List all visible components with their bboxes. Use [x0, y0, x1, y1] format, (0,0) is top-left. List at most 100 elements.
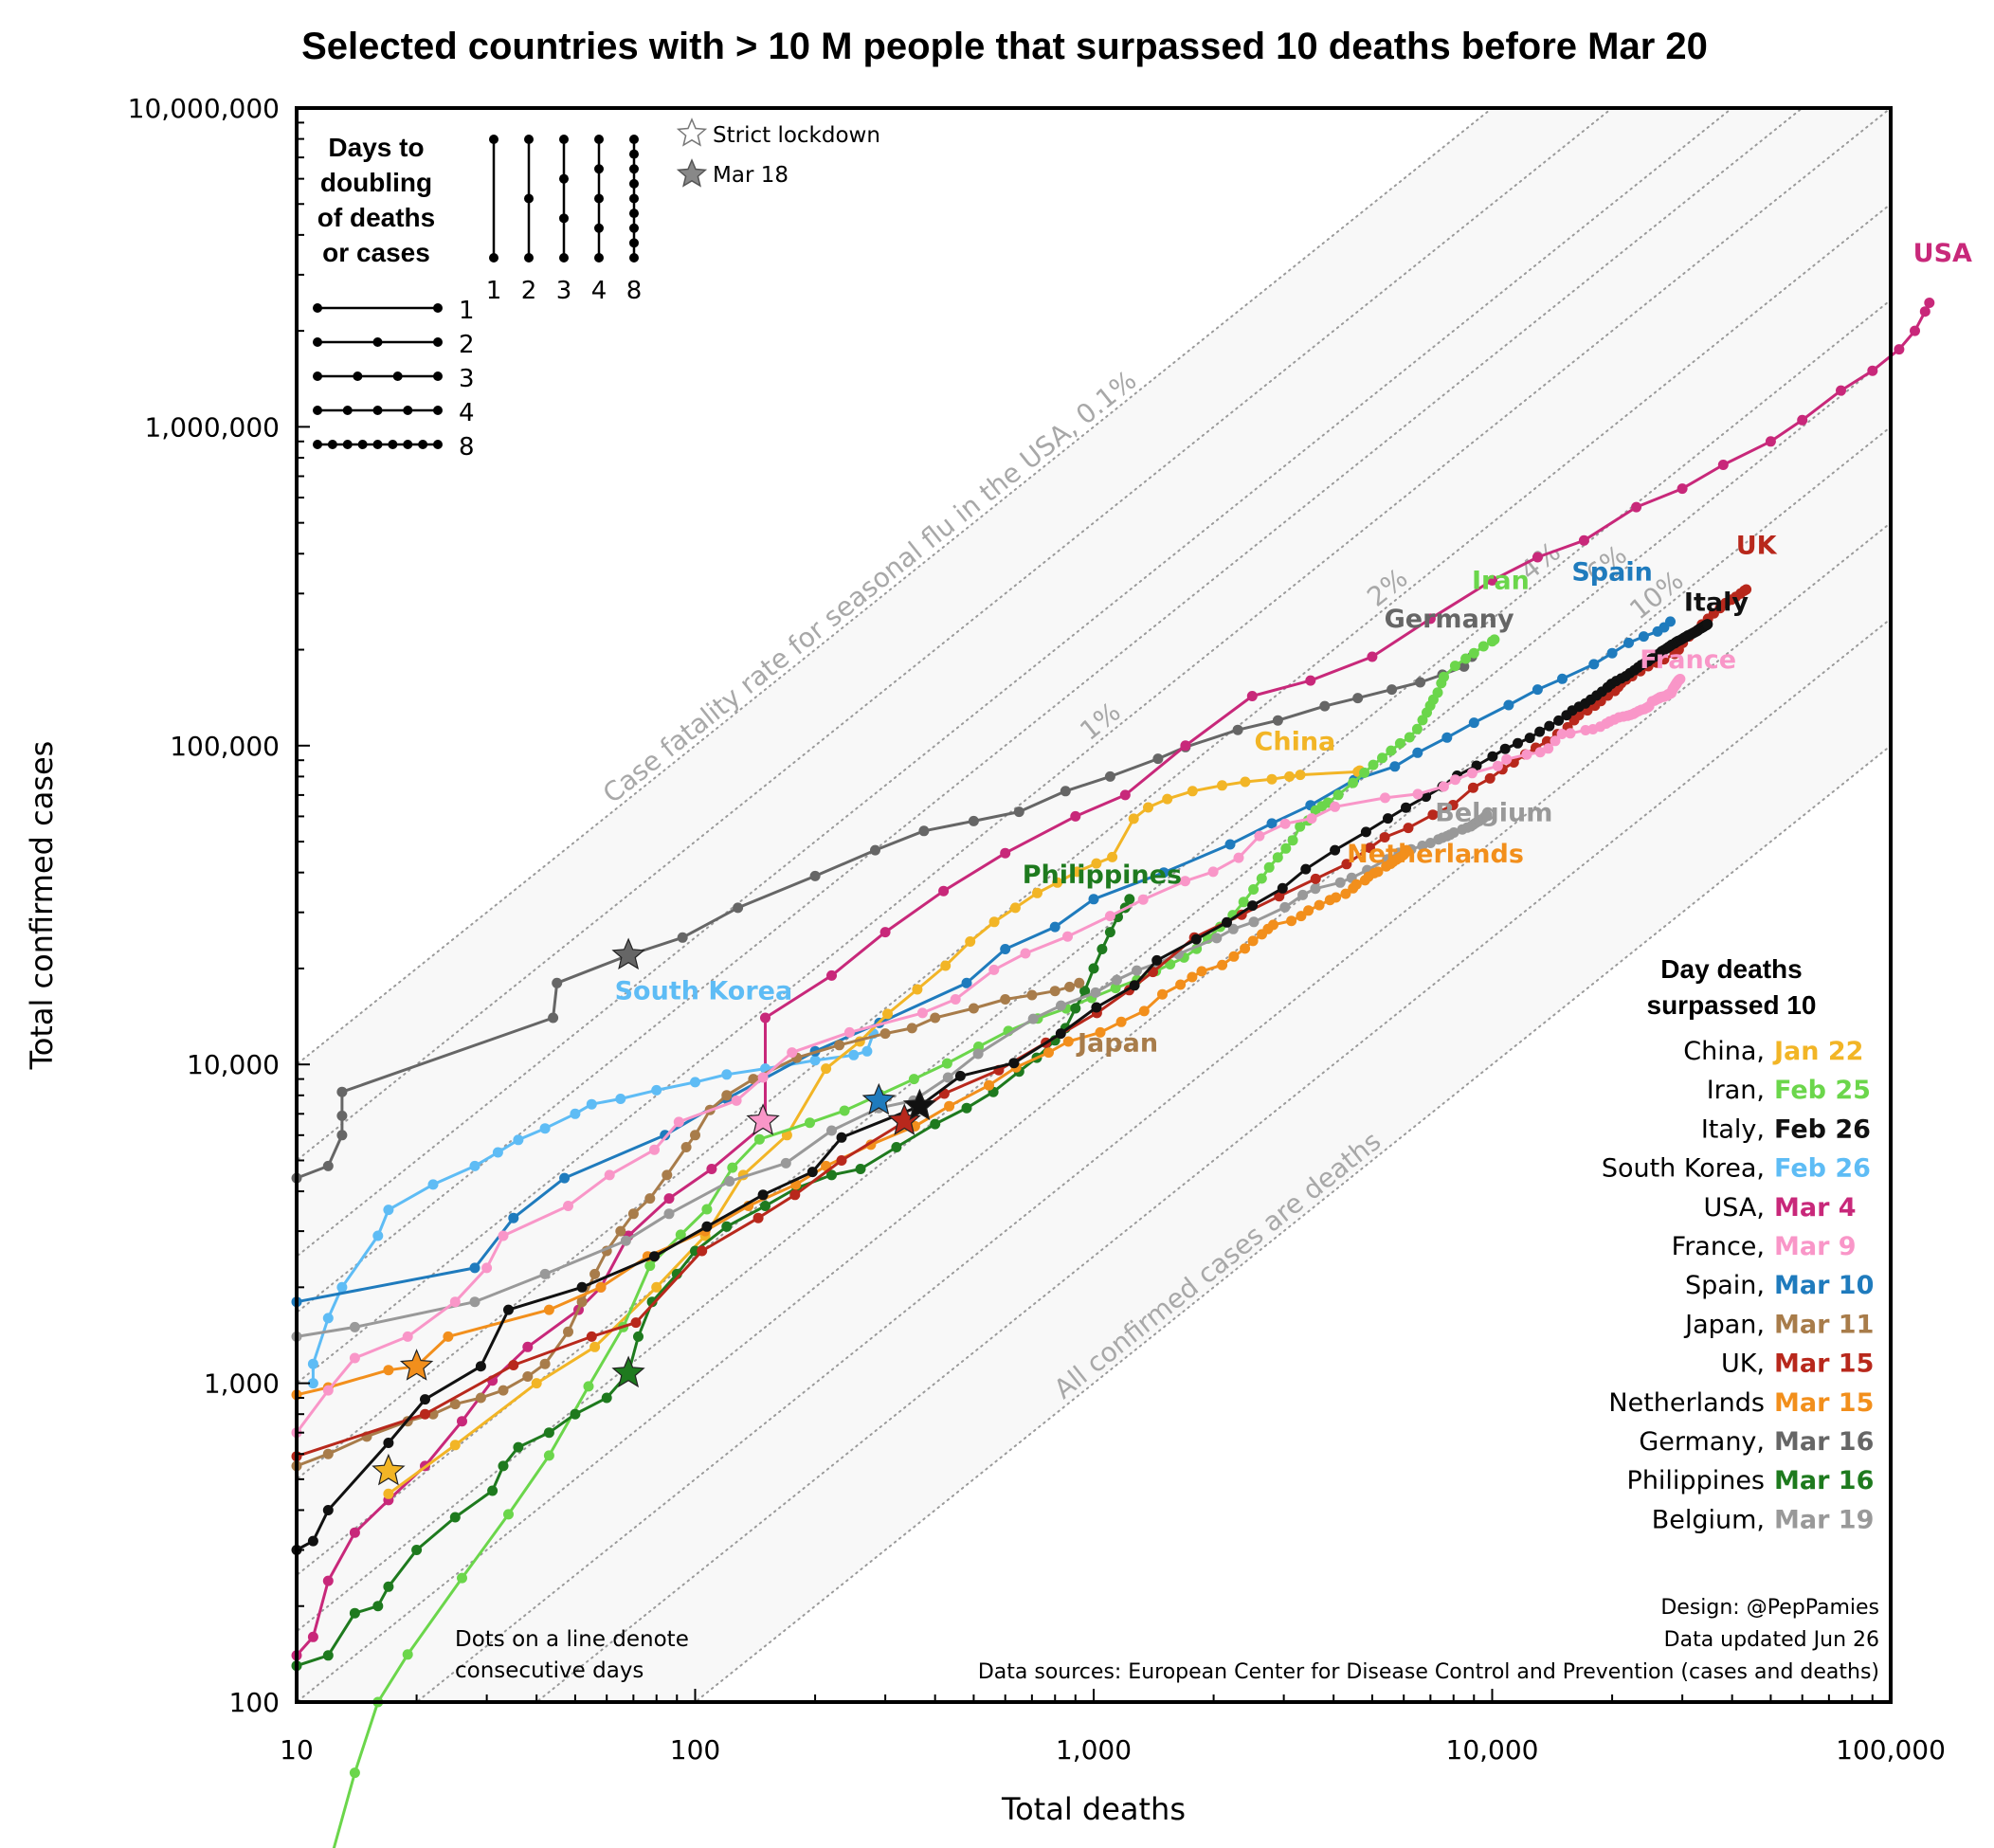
data-point	[1367, 651, 1378, 662]
day-deaths-date: Mar 11	[1774, 1310, 1874, 1339]
data-point	[498, 1460, 509, 1472]
data-point	[1175, 979, 1187, 990]
data-point	[1000, 944, 1011, 954]
data-point	[1867, 365, 1878, 376]
data-point	[1090, 987, 1101, 998]
data-point	[760, 1012, 770, 1024]
data-point	[848, 1049, 860, 1060]
data-point	[988, 964, 1000, 975]
data-point	[1550, 735, 1561, 747]
data-point	[1091, 1002, 1102, 1013]
data-point	[1013, 806, 1024, 818]
series-group	[291, 298, 1935, 1848]
data-point	[1383, 813, 1393, 824]
data-point	[601, 1392, 612, 1404]
data-point	[487, 1485, 498, 1496]
data-point	[1049, 986, 1060, 997]
data-point	[443, 1331, 454, 1342]
data-point	[1049, 921, 1060, 933]
data-point	[1256, 873, 1267, 884]
x-tick-label: 1,000	[1056, 1734, 1132, 1766]
data-point	[1401, 802, 1411, 813]
data-point	[1187, 971, 1198, 983]
data-point	[1227, 923, 1239, 934]
data-point	[1055, 1028, 1066, 1040]
mar18-label: Mar 18	[713, 163, 789, 188]
data-point	[1352, 693, 1364, 704]
credits: Design: @PepPamies Data updated Jun 26 D…	[978, 1596, 1879, 1684]
doubling-sample-label: 2	[521, 277, 537, 305]
data-point	[1631, 501, 1642, 513]
data-point	[1052, 877, 1063, 888]
doubling-title-4: or cases	[322, 238, 430, 267]
data-point	[651, 1084, 662, 1096]
data-point	[1638, 631, 1649, 643]
doubling-sample-dot	[594, 193, 604, 204]
day-deaths-country: Philippines	[1627, 1466, 1765, 1495]
data-point	[508, 1212, 519, 1223]
data-point	[1411, 723, 1423, 734]
data-point	[1578, 534, 1589, 546]
day-deaths-row: Italy,	[1701, 1114, 1765, 1144]
data-point	[1468, 717, 1479, 729]
data-point	[1303, 905, 1314, 916]
data-point	[1450, 774, 1460, 786]
mar18-star-icon	[611, 1355, 645, 1388]
data-point	[1279, 901, 1291, 913]
x-tick-label: 10	[280, 1734, 314, 1766]
data-point	[1521, 749, 1532, 760]
data-point	[942, 1072, 953, 1083]
day-deaths-country: Japan,	[1683, 1310, 1765, 1339]
data-point	[1165, 959, 1176, 969]
data-point	[834, 1040, 845, 1051]
data-point	[1088, 894, 1099, 905]
data-point	[1107, 851, 1118, 862]
data-point	[757, 1072, 769, 1083]
doubling-sample-dot	[594, 253, 604, 263]
doubling-sample-dot	[594, 223, 604, 233]
day-deaths-date: Mar 16	[1774, 1466, 1874, 1495]
data-point	[1421, 791, 1432, 803]
data-point	[649, 1144, 660, 1155]
day-deaths-row: Belgium,	[1652, 1505, 1765, 1534]
data-point	[701, 1221, 713, 1232]
doubling-sample-dot	[629, 178, 639, 189]
data-point	[1332, 789, 1344, 801]
data-point	[807, 1167, 818, 1178]
data-point	[649, 1251, 660, 1262]
axes: 10 100 1,000 10,000 100,0001001,00010,000100…	[128, 93, 1946, 1766]
doubling-sample-label: 4	[459, 399, 475, 427]
doubling-sample-dot	[392, 371, 403, 381]
data-point	[1492, 760, 1503, 771]
data-point	[1266, 773, 1278, 785]
data-point	[1340, 888, 1351, 899]
data-point	[1532, 684, 1543, 696]
data-point	[1487, 574, 1497, 586]
data-point	[508, 1360, 519, 1370]
day-deaths-country: South Korea,	[1602, 1154, 1765, 1184]
data-point	[1836, 385, 1846, 396]
data-point	[1217, 780, 1227, 791]
data-point	[630, 1317, 642, 1329]
country-label-belgium: Belgium	[1435, 798, 1552, 827]
doubling-sample-label: 3	[459, 365, 475, 393]
data-point	[1272, 715, 1283, 726]
data-point	[988, 916, 1000, 928]
data-point	[1441, 732, 1453, 743]
data-point	[918, 825, 930, 837]
doubling-sample-label: 1	[459, 297, 475, 325]
lockdown-star-icon	[399, 1349, 434, 1381]
data-point	[1741, 584, 1752, 595]
data-point	[1466, 768, 1477, 779]
doubling-sample-dot	[313, 440, 322, 449]
data-point	[1501, 753, 1513, 765]
data-point	[1248, 916, 1260, 928]
lockdown-star-icon	[372, 1453, 406, 1486]
data-point	[938, 885, 950, 897]
data-point	[1544, 720, 1555, 732]
data-point	[721, 1069, 733, 1080]
country-label-italy: Italy	[1684, 588, 1749, 617]
day-deaths-country: Spain,	[1685, 1271, 1765, 1300]
data-point	[941, 1058, 952, 1069]
